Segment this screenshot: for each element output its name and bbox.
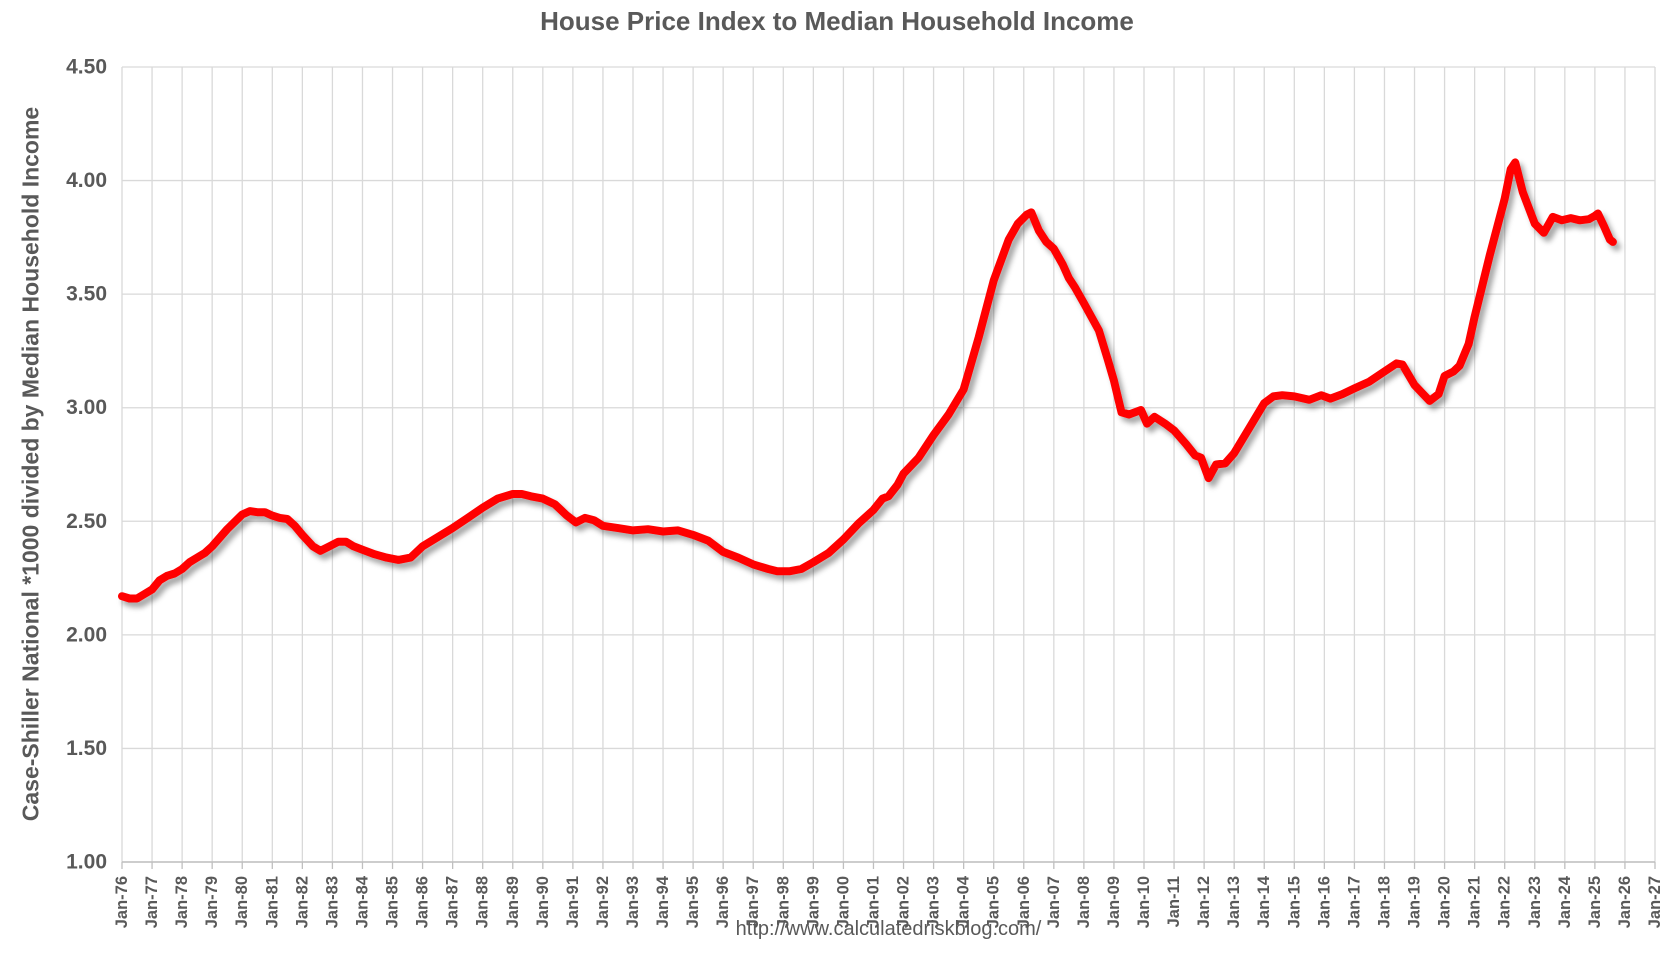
x-tick-label: Jan-21 <box>1466 876 1484 928</box>
x-tick-label: Jan-20 <box>1436 876 1454 928</box>
x-tick-label: Jan-81 <box>263 876 281 928</box>
axes <box>121 861 1656 869</box>
x-tick-label: Jan-17 <box>1345 876 1363 928</box>
x-tick-label: Jan-25 <box>1586 876 1604 928</box>
gridlines <box>121 66 1656 863</box>
x-tick-label: Jan-12 <box>1195 876 1213 928</box>
x-tick-label: Jan-91 <box>564 876 582 928</box>
x-tick-label: Jan-83 <box>323 876 341 928</box>
chart-title: House Price Index to Median Household In… <box>540 6 1134 36</box>
x-tick-label: Jan-07 <box>1045 876 1063 928</box>
x-tick-label: Jan-99 <box>804 876 822 928</box>
x-tick-label: Jan-26 <box>1616 876 1634 928</box>
y-tick-label: 4.50 <box>66 56 107 79</box>
y-tick-label: 1.00 <box>66 851 107 874</box>
x-tick-label: Jan-13 <box>1225 876 1243 928</box>
x-tick-label: Jan-79 <box>203 876 221 928</box>
x-tick-label: Jan-14 <box>1255 875 1273 928</box>
x-tick-label: Jan-90 <box>534 876 552 928</box>
x-tick-label: Jan-86 <box>414 876 432 928</box>
y-axis-title: Case-Shiller National *1000 divided by M… <box>17 106 44 822</box>
y-tick-label: 3.50 <box>66 283 107 306</box>
x-tick-label: Jan-11 <box>1165 876 1183 927</box>
tick-labels: Jan-76 Jan-77 Jan-78 Jan-79 Jan-80 Jan-81 Jan-… <box>66 56 1664 929</box>
footer-url: http://www.calculatedriskblog.com/ <box>735 918 1042 940</box>
x-tick-label: Jan-04 <box>955 875 973 928</box>
y-tick-label: 2.50 <box>66 510 107 533</box>
x-tick-label: Jan-85 <box>384 876 402 928</box>
x-tick-label: Jan-15 <box>1285 876 1303 928</box>
x-tick-label: Jan-98 <box>774 876 792 928</box>
x-tick-label: Jan-22 <box>1496 876 1514 928</box>
y-tick-label: 1.50 <box>66 737 107 760</box>
x-tick-label: Jan-94 <box>654 875 672 928</box>
x-tick-label: Jan-24 <box>1556 875 1574 928</box>
x-tick-label: Jan-80 <box>233 876 251 928</box>
x-tick-label: Jan-16 <box>1315 876 1333 928</box>
x-tick-label: Jan-87 <box>444 876 462 928</box>
x-tick-label: Jan-82 <box>293 876 311 928</box>
x-tick-label: Jan-18 <box>1375 876 1393 928</box>
y-tick-label: 4.00 <box>66 169 107 192</box>
x-tick-label: Jan-23 <box>1526 876 1544 928</box>
x-tick-label: Jan-95 <box>684 876 702 928</box>
x-tick-label: Jan-03 <box>925 876 943 928</box>
x-tick-label: Jan-76 <box>113 876 131 928</box>
x-tick-label: Jan-19 <box>1406 876 1424 928</box>
series-line <box>118 158 1617 603</box>
x-tick-label: Jan-96 <box>714 876 732 928</box>
x-tick-label: Jan-27 <box>1646 876 1664 928</box>
x-tick-label: Jan-09 <box>1105 876 1123 928</box>
y-tick-label: 3.00 <box>66 396 107 419</box>
x-tick-label: Jan-78 <box>173 876 191 928</box>
x-tick-label: Jan-92 <box>594 876 612 928</box>
x-tick-label: Jan-08 <box>1075 876 1093 928</box>
x-tick-label: Jan-84 <box>353 875 371 928</box>
x-tick-label: Jan-97 <box>744 876 762 928</box>
x-tick-label: Jan-05 <box>985 876 1003 928</box>
x-tick-label: Jan-88 <box>474 876 492 928</box>
y-tick-label: 2.00 <box>66 623 107 646</box>
x-tick-label: Jan-06 <box>1015 876 1033 928</box>
x-tick-label: Jan-00 <box>834 876 852 928</box>
x-tick-label: Jan-01 <box>864 876 882 928</box>
x-tick-label: Jan-89 <box>504 876 522 928</box>
x-tick-label: Jan-10 <box>1135 876 1153 928</box>
x-tick-label: Jan-02 <box>895 876 913 928</box>
series-group <box>118 158 1617 603</box>
x-tick-label: Jan-77 <box>143 876 161 928</box>
x-tick-label: Jan-93 <box>624 876 642 928</box>
